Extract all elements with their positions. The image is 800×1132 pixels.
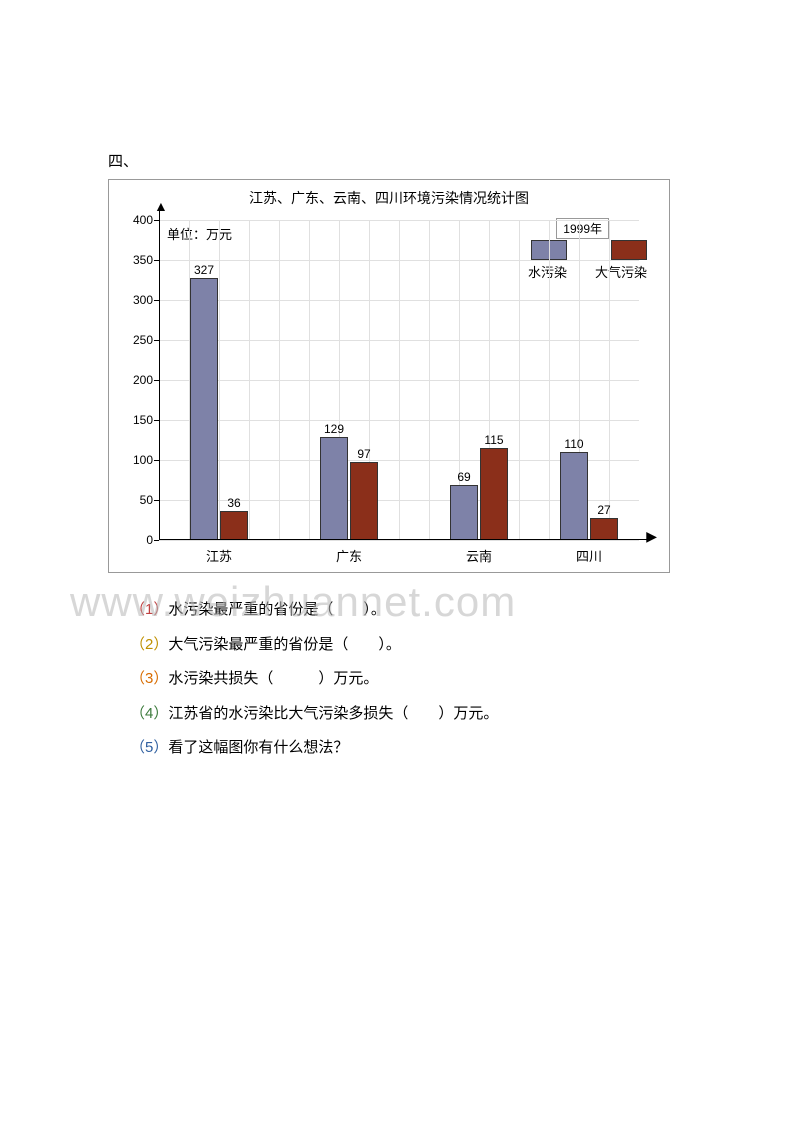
pollution-chart: 江苏、广东、云南、四川环境污染情况统计图 单位：万元 1999年 水污染 大气污… — [108, 179, 670, 573]
question-number: （2） — [130, 636, 168, 653]
section-number: 四、 — [108, 150, 700, 171]
question: （3）水污染共损失（ ）万元。 — [130, 662, 700, 697]
bar-air: 36 — [220, 511, 248, 540]
bar-air: 27 — [590, 518, 618, 540]
y-tick: 150 — [133, 413, 153, 427]
question: （4）江苏省的水污染比大气污染多损失（ ）万元。 — [130, 697, 700, 732]
bar-value: 27 — [597, 503, 610, 517]
bar-value: 97 — [357, 447, 370, 461]
bar-water: 110 — [560, 452, 588, 540]
question-text: 江苏省的水污染比大气污染多损失（ ）万元。 — [168, 705, 498, 722]
y-tick: 400 — [133, 213, 153, 227]
bar-air: 115 — [480, 448, 508, 540]
question-text: 水污染共损失（ ）万元。 — [168, 670, 378, 687]
bar-value: 327 — [194, 263, 214, 277]
bar-air: 97 — [350, 462, 378, 540]
bar-water: 129 — [320, 437, 348, 540]
x-axis — [159, 539, 651, 540]
bar-value: 115 — [484, 433, 503, 447]
question-number: （3） — [130, 670, 168, 687]
bar-value: 69 — [457, 470, 470, 484]
question-number: （5） — [130, 739, 168, 756]
x-category: 广东 — [336, 546, 362, 565]
question-text: 看了这幅图你有什么想法？ — [168, 739, 348, 756]
bar-value: 36 — [227, 496, 240, 510]
bar-value: 110 — [564, 437, 583, 451]
question: （2）大气污染最严重的省份是（ ）。 — [130, 628, 700, 663]
question-text: 水污染最严重的省份是（ ）。 — [168, 601, 386, 618]
y-tick: 300 — [133, 293, 153, 307]
plot-area: 050100150200250300350400 32736江苏12997广东6… — [159, 220, 639, 540]
question: （5）看了这幅图你有什么想法？ — [130, 731, 700, 766]
y-tick: 250 — [133, 333, 153, 347]
bar-water: 69 — [450, 485, 478, 540]
question-number: （4） — [130, 705, 168, 722]
questions-block: （1）水污染最严重的省份是（ ）。（2）大气污染最严重的省份是（ ）。（3）水污… — [130, 593, 700, 766]
y-arrow-icon: ▲ — [154, 198, 168, 214]
bar-water: 327 — [190, 278, 218, 540]
x-category: 云南 — [466, 546, 492, 565]
chart-title: 江苏、广东、云南、四川环境污染情况统计图 — [109, 188, 669, 208]
y-tick: 0 — [146, 533, 153, 547]
y-tick: 200 — [133, 373, 153, 387]
x-arrow-icon: ▶ — [646, 528, 657, 545]
question-number: （1） — [130, 601, 168, 618]
question: （1）水污染最严重的省份是（ ）。 — [130, 593, 700, 628]
x-category: 江苏 — [206, 546, 232, 565]
y-tick: 100 — [133, 453, 153, 467]
x-category: 四川 — [576, 546, 602, 565]
y-axis — [159, 208, 160, 540]
y-tick: 350 — [133, 253, 153, 267]
bar-value: 129 — [324, 422, 344, 436]
y-tick: 50 — [140, 493, 153, 507]
question-text: 大气污染最严重的省份是（ ）。 — [168, 636, 401, 653]
